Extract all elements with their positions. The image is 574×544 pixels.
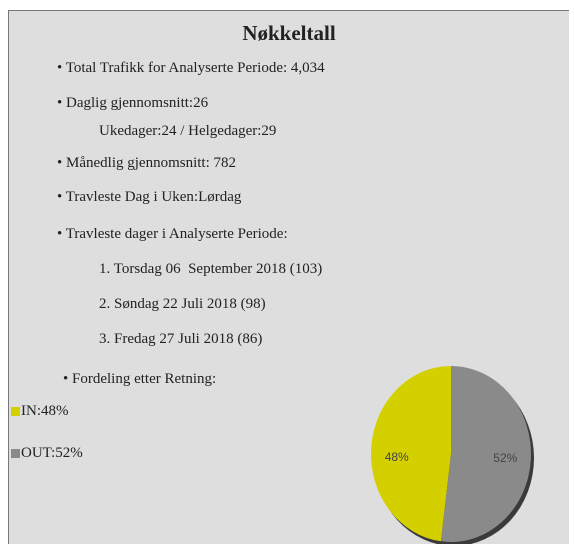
item: 3. Fredag 27 Juli 2018 (86) <box>99 331 263 347</box>
item: 1. Torsdag 06 September 2018 (103) <box>99 261 323 277</box>
item: Daglig gjennomsnitt:26 <box>57 94 208 112</box>
value-label: 48% <box>385 450 409 464</box>
pie-slice <box>440 366 532 542</box>
legend-entry: IN:48% <box>21 403 69 419</box>
value-label: 52% <box>493 451 517 465</box>
item: Total Trafikk for Analyserte Periode: 4,… <box>57 59 325 77</box>
pie-chart: 48% 52% <box>371 366 534 544</box>
legend-swatch <box>11 407 20 416</box>
panel: Nøkkeltall Total Trafikk for Analyserte … <box>8 10 569 544</box>
item: Månedlig gjennomsnitt: 782 <box>57 154 236 172</box>
title: Nøkkeltall <box>242 21 336 45</box>
item: Travleste Dag i Uken:Lørdag <box>57 188 242 206</box>
legend-entry: OUT:52% <box>21 445 83 461</box>
item: Travleste dager i Analyserte Periode: <box>57 225 288 243</box>
item: Ukedager:24 / Helgedager:29 <box>99 123 277 139</box>
pie-slice <box>371 366 451 542</box>
legend-swatch <box>11 449 20 458</box>
item: 2. Søndag 22 Juli 2018 (98) <box>99 296 266 312</box>
item: Fordeling etter Retning: <box>63 370 216 388</box>
